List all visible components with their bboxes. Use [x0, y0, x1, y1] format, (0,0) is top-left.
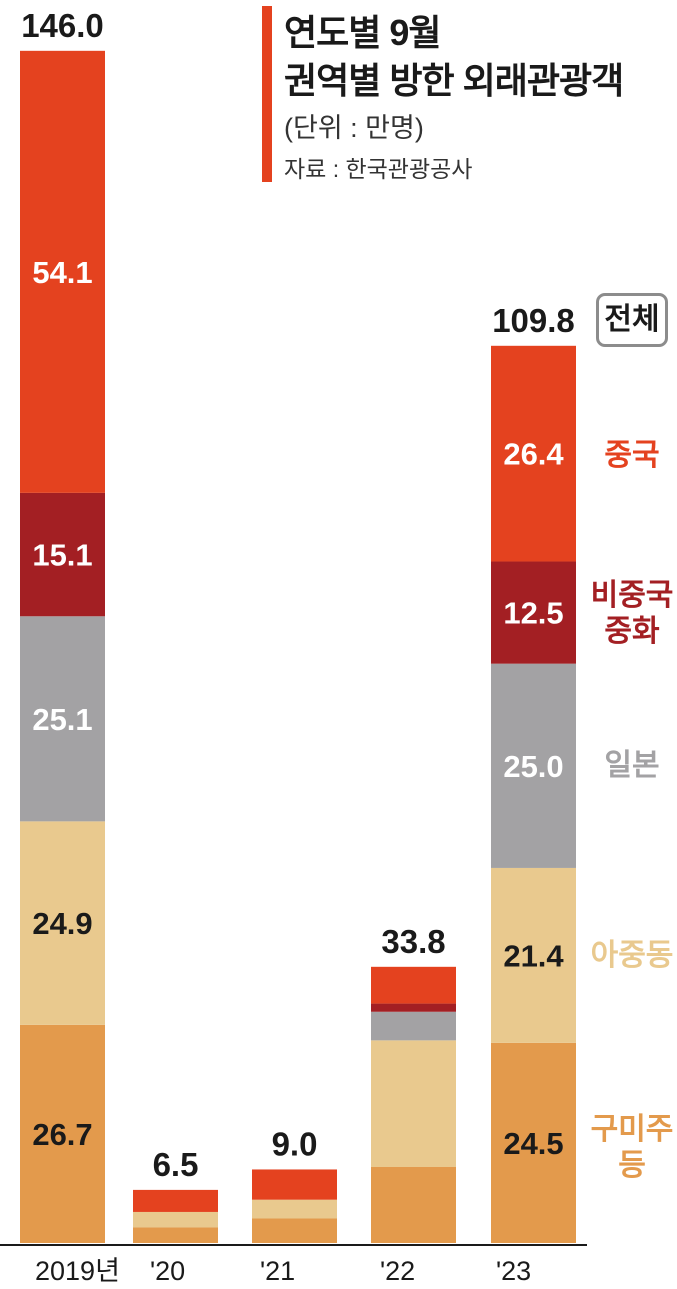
bar-4-segment-2 [491, 663, 576, 868]
bar-2-category-label: '21 [260, 1256, 295, 1286]
bar-3-segment-2 [371, 1011, 456, 1041]
bar-0-value-label-4: 54.1 [32, 255, 92, 290]
bar-2-segment-1 [252, 1199, 337, 1219]
bar-1-segment-1 [133, 1211, 218, 1228]
bar-0-segment-4 [20, 50, 105, 493]
bar-4-total-label: 109.8 [492, 302, 575, 339]
bar-1-category-label: '20 [150, 1256, 185, 1286]
legend-americas-europe: 구미주 등 [586, 1112, 677, 1184]
bar-0-segment-3 [20, 492, 105, 617]
legend-japan: 일본 [604, 749, 660, 782]
bar-1-total-label: 6.5 [153, 1146, 199, 1183]
bar-2-segment-4 [252, 1169, 337, 1200]
chart-title-line-1: 연도별 9월 [284, 12, 442, 53]
legend-china: 중국 [604, 439, 660, 472]
bar-0-value-label-3: 15.1 [32, 538, 92, 573]
legend-greater-china-line-1: 비중국 [590, 579, 674, 612]
unit-note: (단위 : 만명) [284, 113, 424, 143]
legend-americas-europe-line-2: 등 [618, 1149, 646, 1182]
title-accent-bar [262, 6, 272, 182]
bar-3-segment-0 [371, 1167, 456, 1243]
bar-4-segment-4 [491, 345, 576, 562]
bar-0-value-label-0: 26.7 [32, 1117, 92, 1152]
bar-2-total-label: 9.0 [272, 1125, 318, 1162]
bar-4-category-label: '23 [496, 1256, 531, 1286]
legend-total-box: 전체 [596, 293, 668, 347]
bar-2-segment-0 [252, 1218, 337, 1243]
legend-americas-europe-line-1: 구미주 [590, 1113, 674, 1146]
bar-0-category-label: 2019년 [35, 1256, 120, 1286]
bar-4-value-label-1: 21.4 [503, 938, 564, 973]
bar-3-segment-1 [371, 1040, 456, 1168]
bar-4-value-label-2: 25.0 [503, 749, 563, 784]
bar-0-value-label-1: 24.9 [32, 906, 92, 941]
legend-greater-china-line-2: 중화 [604, 615, 660, 648]
bar-4-segment-1 [491, 867, 576, 1043]
bar-0-value-label-2: 25.1 [32, 702, 92, 737]
legend-greater-china: 비중국 중화 [590, 578, 674, 650]
bar-4-value-label-0: 24.5 [503, 1126, 563, 1161]
labels-group: 26.7 24.9 25.1 15.1 54.1 146.0 2019년 6.5 '20 9.0 '… [21, 7, 575, 1286]
bar-3-total-label: 33.8 [381, 923, 445, 960]
bar-3-segment-3 [371, 1003, 456, 1012]
chart-title-line-2: 권역별 방한 외래관광객 [284, 60, 624, 101]
bar-0-segment-0 [20, 1024, 105, 1243]
source-note: 자료 : 한국관광공사 [284, 156, 473, 182]
bar-0-segment-1 [20, 821, 105, 1025]
bar-4-value-label-4: 26.4 [503, 437, 564, 472]
bar-1-segment-0 [133, 1227, 218, 1243]
bars-group [20, 50, 576, 1243]
bar-4-value-label-3: 12.5 [503, 596, 563, 631]
bar-3-category-label: '22 [380, 1256, 415, 1286]
bar-1-segment-4 [133, 1189, 218, 1212]
legend-asia-middle-east: 아중동 [590, 939, 674, 972]
bar-4-segment-0 [491, 1042, 576, 1243]
bar-0-segment-2 [20, 616, 105, 822]
bar-4-segment-3 [491, 561, 576, 664]
bar-0-total-label: 146.0 [21, 7, 104, 44]
bar-3-segment-4 [371, 966, 456, 1004]
